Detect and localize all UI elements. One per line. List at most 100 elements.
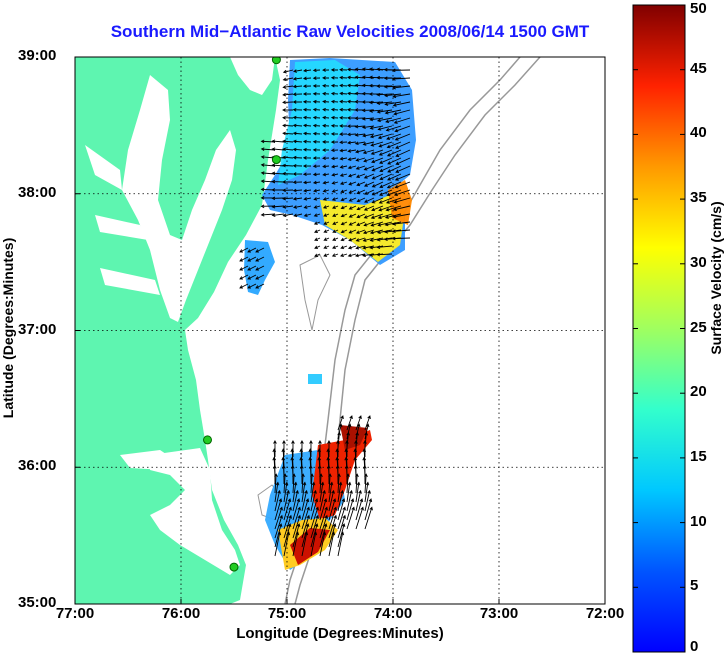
velocity-arrow <box>348 221 357 226</box>
velocity-arrow <box>319 506 328 530</box>
velocity-arrow <box>302 147 312 152</box>
velocity-arrow <box>274 514 283 539</box>
velocity-arrow <box>303 68 312 73</box>
velocity-arrow <box>339 91 348 96</box>
velocity-arrow <box>386 189 402 197</box>
velocity-arrow <box>255 256 265 262</box>
velocity-arrow <box>339 124 348 128</box>
velocity-arrow <box>282 77 294 82</box>
velocity-arrow <box>312 148 321 152</box>
axis-ticks <box>74 56 606 605</box>
velocity-arrow <box>346 423 352 440</box>
velocity-arrow <box>292 481 298 503</box>
velocity-arrow <box>394 173 411 181</box>
velocity-arrow <box>282 155 294 160</box>
velocity-arrow <box>379 165 393 173</box>
velocity-arrow <box>302 99 312 104</box>
velocity-arrow <box>347 149 357 153</box>
velocity-arrow <box>292 188 303 193</box>
velocity-arrow <box>393 117 411 124</box>
velocity-arrow <box>322 115 330 120</box>
station-marker <box>271 155 281 165</box>
velocity-arrow <box>386 141 402 149</box>
velocity-arrow <box>301 514 310 539</box>
velocity-arrow <box>386 149 402 157</box>
velocity-arrow <box>310 514 319 539</box>
velocity-arrow <box>274 523 283 548</box>
velocity-arrow <box>331 205 339 209</box>
velocity-arrow <box>370 221 384 227</box>
velocity-arrow <box>260 212 276 217</box>
velocity-arrow <box>361 75 375 80</box>
velocity-arrow <box>393 189 411 197</box>
velocity-arrow <box>347 173 357 178</box>
velocity-arrow <box>376 84 393 88</box>
velocity-arrow <box>282 92 294 97</box>
bay-inlet-3 <box>100 268 160 295</box>
colorbar-tick-label: 20 <box>690 383 707 401</box>
velocity-arrow <box>337 473 341 494</box>
velocity-arrow <box>330 148 339 153</box>
velocity-arrow <box>371 157 384 164</box>
velocity-arrow <box>337 415 344 431</box>
velocity-arrow <box>292 131 303 136</box>
velocity-arrow <box>302 107 312 112</box>
velocity-arrow <box>260 147 276 152</box>
velocity-arrow <box>369 117 384 122</box>
colorbar-label: Surface Velocity (cm/s) <box>708 201 724 355</box>
velocity-arrow <box>346 489 353 512</box>
velocity-arrow <box>319 498 328 521</box>
velocity-arrow <box>340 237 348 242</box>
velocity-arrow <box>339 156 348 161</box>
velocity-arrow <box>363 439 367 458</box>
velocity-arrow <box>361 100 375 104</box>
velocity-arrow <box>355 489 362 512</box>
velocity-arrow <box>330 107 339 112</box>
velocity-arrow <box>348 181 357 186</box>
velocity-arrow <box>346 506 355 530</box>
albemarle-sound <box>120 450 175 470</box>
velocity-arrow <box>340 189 348 194</box>
velocity-arrow <box>370 213 384 219</box>
velocity-arrow <box>395 157 411 165</box>
pamlico-sound <box>150 448 240 575</box>
velocity-arrow <box>282 196 294 201</box>
velocity-arrow <box>292 196 303 201</box>
velocity-arrow <box>363 213 375 219</box>
velocity-arrow <box>313 188 321 193</box>
velocity-arrow <box>364 481 370 503</box>
velocity-arrow <box>337 489 344 512</box>
velocity-arrow <box>340 229 348 234</box>
velocity-arrow <box>292 473 296 494</box>
velocity-arrow <box>274 531 282 557</box>
y-tick-label: 36:00 <box>18 457 57 475</box>
velocity-arrow <box>292 139 303 144</box>
colorbar-tick-label: 30 <box>690 253 707 271</box>
colorbar-tick-label: 45 <box>690 59 707 77</box>
velocity-arrow <box>301 481 307 503</box>
velocity-arrow <box>260 204 276 209</box>
x-tick-label: 73:00 <box>479 605 519 622</box>
velocity-arrow <box>391 77 411 81</box>
velocity-arrow <box>394 133 411 141</box>
velocity-arrow <box>302 156 312 160</box>
velocity-arrow <box>391 68 411 73</box>
velocity-arrow <box>255 283 265 289</box>
velocity-arrow <box>340 221 348 226</box>
velocity-arrow <box>312 76 321 80</box>
velocity-arrow <box>386 133 402 140</box>
velocity-arrow <box>339 148 348 153</box>
velocity-arrow <box>292 107 303 112</box>
velocity-arrow <box>322 164 330 169</box>
velocity-arrow <box>394 125 411 133</box>
y-tick-label: 35:00 <box>18 594 57 611</box>
velocity-arrow <box>283 531 291 557</box>
velocity-arrow <box>247 274 257 280</box>
velocity-arrow <box>247 265 257 271</box>
colorbar-tick-label: 35 <box>690 189 707 207</box>
velocity-arrow <box>369 125 384 130</box>
velocity-arrow <box>271 204 285 209</box>
velocity-arrow <box>364 189 375 195</box>
velocity-arrow <box>378 141 393 148</box>
grid-lines <box>75 57 605 604</box>
